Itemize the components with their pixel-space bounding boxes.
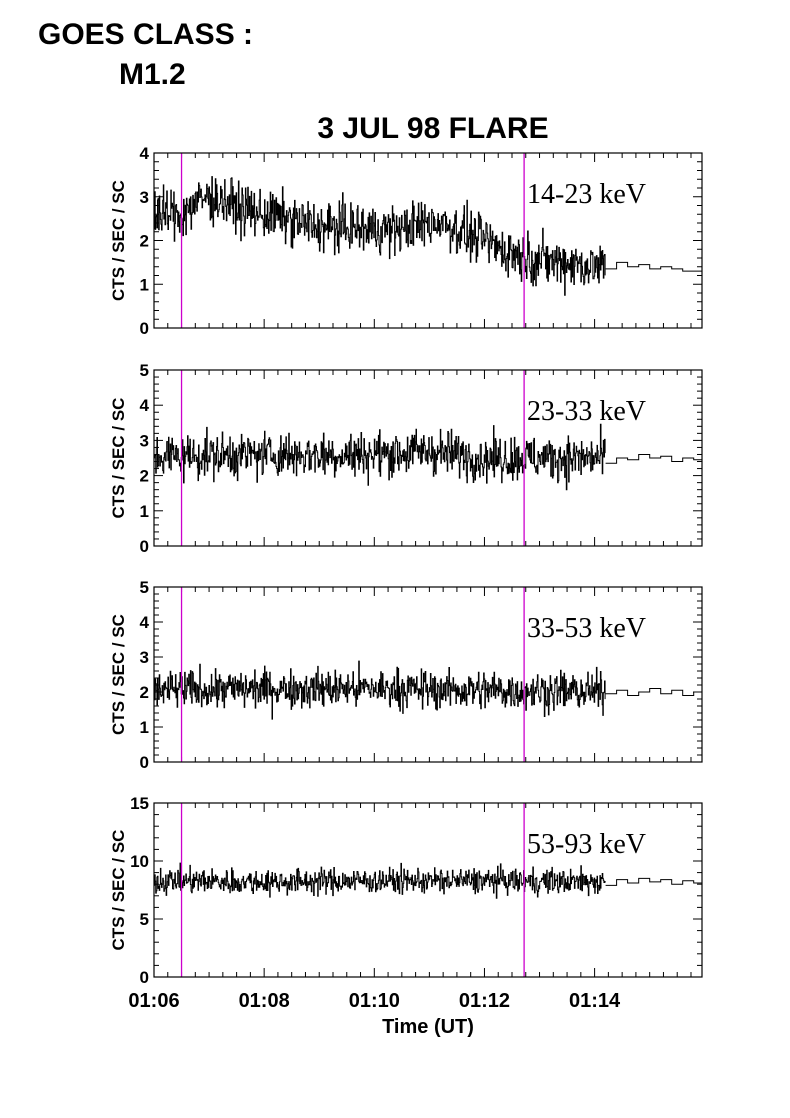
x-tick-label: 01:10: [349, 990, 400, 1012]
count-rate-series: [154, 660, 606, 720]
y-tick-label: 5: [140, 361, 149, 380]
energy-band-label: 23-33 keV: [527, 396, 646, 427]
y-tick-label: 1: [140, 718, 149, 737]
plot-frame: [153, 802, 703, 978]
y-tick-label: 0: [140, 537, 149, 556]
y-tick-label: 3: [140, 188, 149, 207]
y-tick-label: 1: [140, 502, 149, 521]
y-tick-label: 3: [140, 648, 149, 667]
count-rate-series: [154, 423, 606, 491]
energy-band-label: 53-93 keV: [527, 829, 646, 860]
y-axis-label: CTS / SEC / SC: [109, 830, 128, 951]
y-tick-label: 15: [130, 794, 149, 813]
energy-band-label: 14-23 keV: [527, 179, 646, 210]
y-axis-label: CTS / SEC / SC: [109, 180, 128, 301]
y-tick-label: 2: [140, 232, 149, 251]
y-tick-label: 0: [140, 753, 149, 772]
y-tick-label: 1: [140, 275, 149, 294]
count-rate-tail: [605, 261, 702, 272]
y-tick-label: 0: [140, 968, 149, 987]
y-tick-label: 2: [140, 467, 149, 486]
y-tick-label: 3: [140, 431, 149, 450]
plot-frame: [153, 152, 703, 329]
count-rate-tail: [605, 877, 702, 886]
goes-class-value: M1.2: [119, 58, 186, 91]
y-tick-label: 10: [130, 852, 149, 871]
x-tick-label: 01:06: [128, 990, 179, 1012]
y-tick-label: 4: [140, 144, 150, 163]
y-tick-label: 4: [140, 396, 150, 415]
count-rate-series: [154, 862, 606, 899]
count-rate-tail: [605, 688, 702, 696]
y-axis-label: CTS / SEC / SC: [109, 614, 128, 735]
goes-class-label: GOES CLASS :: [38, 18, 254, 51]
x-axis-label: Time (UT): [382, 1016, 474, 1038]
y-axis-label: CTS / SEC / SC: [109, 398, 128, 519]
y-tick-label: 4: [140, 613, 150, 632]
energy-band-label: 33-53 keV: [527, 613, 646, 644]
plot-frame: [153, 369, 703, 547]
count-rate-tail: [605, 454, 702, 464]
y-tick-label: 5: [140, 910, 149, 929]
plot-frame: [153, 586, 703, 763]
chart-title: 3 JUL 98 FLARE: [317, 112, 549, 145]
y-tick-label: 2: [140, 683, 149, 702]
y-tick-label: 0: [140, 319, 149, 338]
count-rate-series: [154, 176, 606, 296]
x-tick-label: 01:12: [459, 990, 510, 1012]
x-tick-label: 01:08: [239, 990, 290, 1012]
x-tick-label: 01:14: [569, 990, 621, 1012]
y-tick-label: 5: [140, 578, 149, 597]
